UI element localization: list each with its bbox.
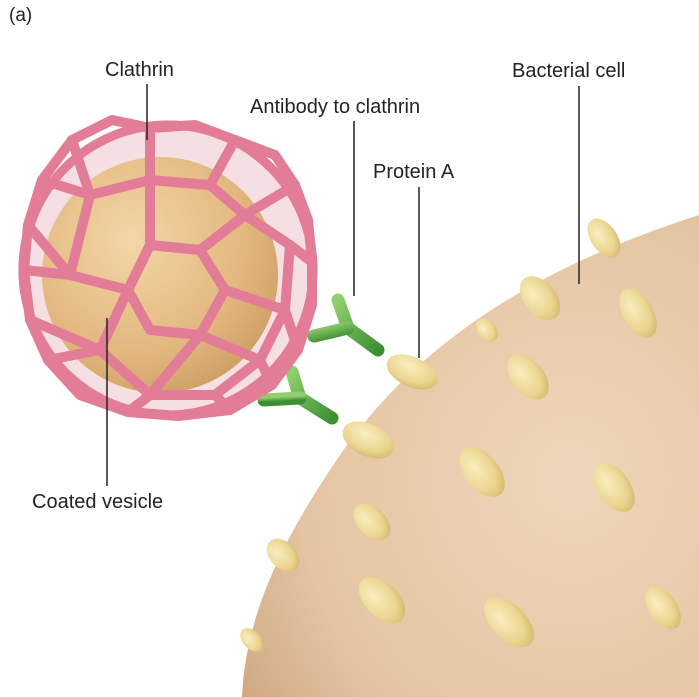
antibody-label: Antibody to clathrin xyxy=(250,96,421,118)
protein-a xyxy=(476,318,498,342)
vesicle-core xyxy=(42,157,278,393)
coated-vesicle xyxy=(18,115,318,421)
protein-a xyxy=(459,447,505,497)
protein-a xyxy=(386,354,438,390)
protein-a-group xyxy=(240,218,681,652)
clathrin-label: Clathrin xyxy=(105,59,174,81)
protein-a xyxy=(240,628,264,652)
protein-a xyxy=(353,503,391,541)
protein-a xyxy=(619,288,657,338)
protein-a-label: Protein A xyxy=(373,161,455,183)
protein-a xyxy=(342,421,394,459)
antibody-upper xyxy=(307,293,385,357)
leader-lines xyxy=(106,84,580,486)
panel-label: (a) xyxy=(9,5,33,26)
protein-a xyxy=(587,218,621,258)
protein-a xyxy=(645,586,681,630)
protein-a xyxy=(358,576,406,624)
bacterial-cell-label: Bacterial cell xyxy=(512,60,626,82)
antibody-lower xyxy=(257,365,339,425)
protein-a xyxy=(507,354,549,400)
protein-a xyxy=(266,538,300,572)
protein-a xyxy=(593,462,635,512)
clathrin-lattice xyxy=(18,115,318,421)
coated-vesicle-label: Coated vesicle xyxy=(32,491,164,513)
protein-a xyxy=(519,276,561,320)
protein-a xyxy=(484,597,534,647)
